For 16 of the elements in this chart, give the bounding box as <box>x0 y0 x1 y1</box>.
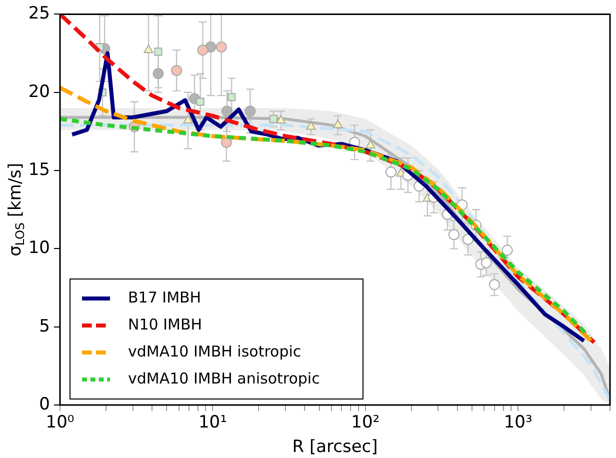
legend-label: B17 IMBH <box>128 288 202 306</box>
x-tick-label: 10⁰ <box>46 412 74 433</box>
x-axis-title: R [arcsec] <box>292 437 378 458</box>
y-tick-label: 0 <box>39 394 50 414</box>
x-tick-label: 10² <box>351 412 380 433</box>
x-tick-label: 10¹ <box>198 412 227 433</box>
y-tick-label: 25 <box>28 4 50 24</box>
y-axis-title: σLOS [km/s] <box>5 162 28 256</box>
y-tick-label: 10 <box>28 238 50 258</box>
x-tick-label: 10³ <box>504 412 532 433</box>
legend-label: vdMA10 IMBH isotropic <box>128 342 302 360</box>
y-tick-label: 15 <box>28 160 50 180</box>
legend-label: vdMA10 IMBH anisotropic <box>128 369 320 388</box>
y-tick-label: 20 <box>28 82 50 102</box>
legend-label: N10 IMBH <box>128 315 202 334</box>
y-tick-label: 5 <box>39 316 50 336</box>
